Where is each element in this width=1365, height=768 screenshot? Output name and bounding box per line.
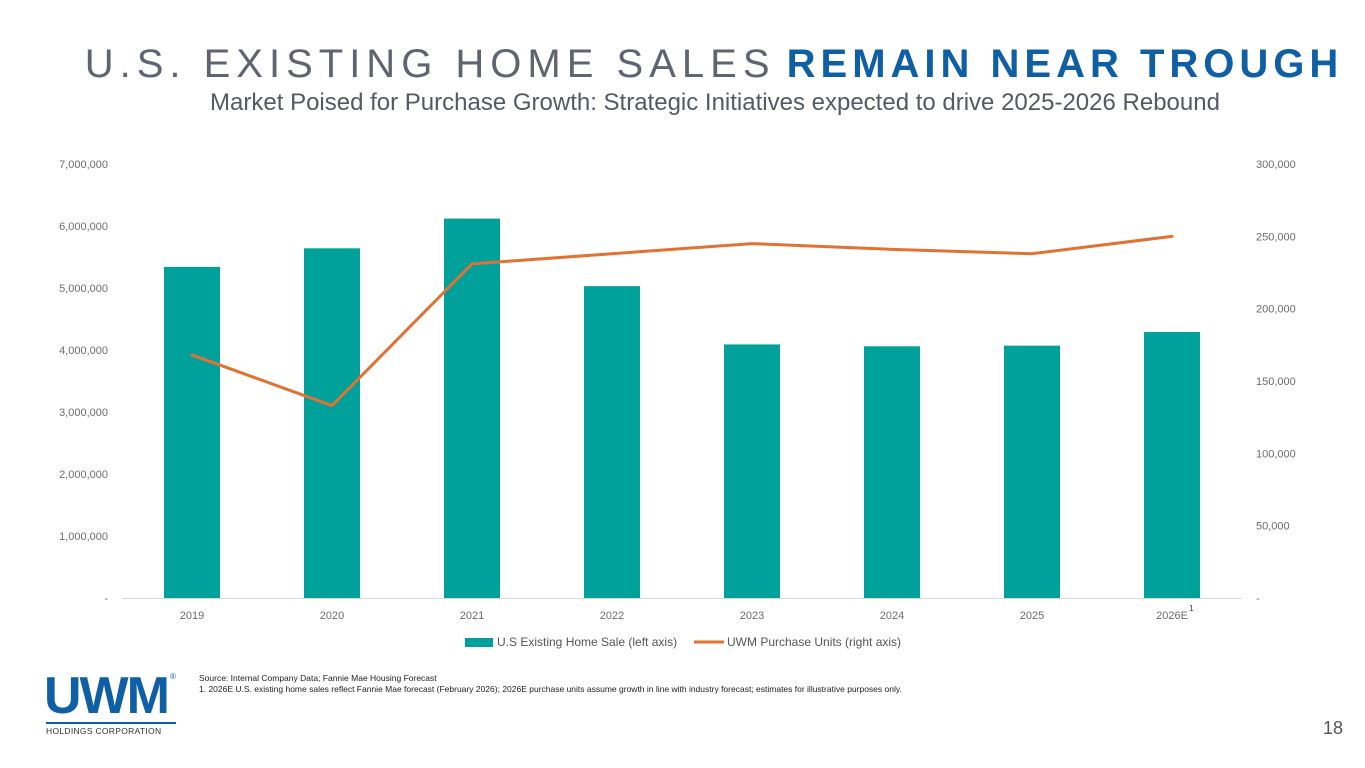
bar-existing-home-sales [1144,332,1200,598]
x-axis-category-label: 2025 [1020,610,1044,622]
bar-existing-home-sales [1004,345,1060,598]
slide-subtitle: Market Poised for Purchase Growth: Strat… [210,89,1220,116]
logo-registered-mark: ® [170,672,176,681]
right-axis-tick-label: 300,000 [1256,159,1296,171]
category-footnote-marker: 1 [1189,604,1194,613]
page-number: 18 [1322,718,1343,738]
right-axis-tick-label: 200,000 [1256,304,1296,316]
slide-title-light: U.S. EXISTING HOME SALES [84,42,776,86]
right-axis-tick-label: - [1256,593,1260,605]
bar-existing-home-sales [864,346,920,598]
left-axis-tick-label: 6,000,000 [59,221,108,233]
slide-title-bold: REMAIN NEAR TROUGH [786,42,1344,86]
bar-existing-home-sales [444,218,500,598]
left-axis-tick-label: 4,000,000 [59,345,108,357]
bar-existing-home-sales [304,248,360,598]
left-axis-tick-label: 2,000,000 [59,469,108,481]
legend-label-bars: U.S Existing Home Sale (left axis) [497,635,677,649]
logo-divider [46,722,176,724]
left-axis-tick-label: 7,000,000 [59,159,108,171]
left-axis-tick-label: 3,000,000 [59,407,108,419]
logo-wordmark: UWM [44,667,170,725]
left-axis-tick-label: - [104,593,108,605]
line-uwm-purchase-units [190,234,1174,408]
bar-existing-home-sales [584,286,640,598]
left-axis-tick-label: 5,000,000 [59,283,108,295]
x-axis-category-label: 2023 [740,610,764,622]
right-axis-tick-label: 100,000 [1256,448,1296,460]
slide-title: U.S. EXISTING HOME SALES REMAIN NEAR TRO… [0,40,1365,88]
left-axis-tick-label: 1,000,000 [59,531,108,543]
right-axis-tick-label: 250,000 [1256,231,1296,243]
x-axis-category-label: 2020 [320,610,344,622]
uwm-logo: UWM ® HOLDINGS CORPORATION [44,670,184,736]
x-axis-category-label: 2019 [180,610,204,622]
x-axis-category-label: 2024 [880,610,904,622]
x-axis-category-label: 2022 [600,610,624,622]
bar-existing-home-sales [164,266,220,598]
legend-label-line: UWM Purchase Units (right axis) [727,635,901,649]
footnote-line: 1. 2026E U.S. existing home sales reflec… [199,684,902,694]
x-axis-category-label: 2026E [1156,610,1188,622]
bar-existing-home-sales [724,344,780,598]
x-axis-category-label: 2021 [460,610,484,622]
right-axis-tick-label: 50,000 [1256,521,1290,533]
source-line: Source: Internal Company Data; Fannie Ma… [199,673,437,683]
right-axis-tick-label: 150,000 [1256,376,1296,388]
source-footnote: Source: Internal Company Data; Fannie Ma… [199,673,902,695]
legend-swatch-bars [465,638,493,647]
logo-subtitle: HOLDINGS CORPORATION [46,726,162,736]
